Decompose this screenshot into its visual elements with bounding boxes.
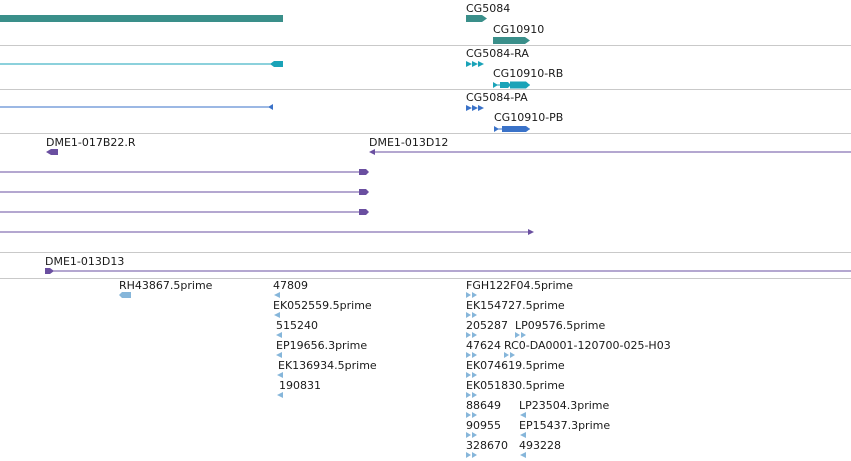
est-feature[interactable]	[520, 432, 526, 438]
est-label: EK052559.5prime	[273, 299, 372, 312]
clone-end-marker	[528, 229, 534, 235]
est-label: 328670	[466, 439, 508, 452]
gene-label-cg5084: CG5084	[466, 2, 510, 15]
track-dividers	[0, 45, 851, 279]
protein-label-cg10910-pb: CG10910-PB	[494, 111, 563, 124]
clone-end-marker	[359, 189, 369, 195]
est-feature[interactable]	[274, 312, 280, 318]
est-feature[interactable]	[466, 372, 477, 378]
est-feature[interactable]	[466, 432, 477, 438]
est-label: LP09576.5prime	[515, 319, 606, 332]
est-feature[interactable]	[466, 392, 477, 398]
clone-end-marker	[359, 169, 369, 175]
clone-end-marker	[359, 209, 369, 215]
clone-feature[interactable]	[46, 149, 58, 155]
est-label: 88649	[466, 399, 501, 412]
est-feature[interactable]	[515, 332, 526, 338]
clone-label-dme1-013d12: DME1-013D12	[369, 136, 448, 149]
transcript-label-cg5084-ra: CG5084-RA	[466, 47, 529, 60]
protein-feature-cg10910-pb[interactable]	[494, 126, 530, 132]
est-label: FGH122F04.5prime	[466, 279, 573, 292]
est-feature[interactable]	[520, 452, 526, 458]
protein-track: CG5084-PA CG10910-PB	[0, 91, 563, 132]
est-feature[interactable]	[466, 312, 477, 318]
protein-label-cg5084-pa: CG5084-PA	[466, 91, 528, 104]
est-label: 90955	[466, 419, 501, 432]
est-feature[interactable]	[466, 332, 477, 338]
gene-feature-cg5084[interactable]	[466, 15, 487, 22]
est-feature[interactable]	[277, 372, 283, 378]
est-label: EP15437.3prime	[519, 419, 610, 432]
clone-label-dme1-017b22r: DME1-017B22.R	[46, 136, 136, 149]
clone-label-dme1-013d13: DME1-013D13	[45, 255, 124, 268]
est-feature[interactable]	[466, 292, 477, 298]
clone-track: DME1-017B22.R DME1-013D12	[0, 136, 851, 235]
est-feature[interactable]	[466, 412, 477, 418]
transcript-track: CG5084-RA CG10910-RB	[0, 47, 563, 89]
protein-feature-cg5084-pa[interactable]	[466, 105, 484, 111]
est-feature[interactable]	[520, 412, 526, 418]
est-feature[interactable]	[466, 352, 477, 358]
transcript-feature-cg10910-rb[interactable]	[493, 81, 530, 89]
est-label: RH43867.5prime	[119, 279, 213, 292]
est-label: RC0-DA0001-120700-025-H03	[504, 339, 671, 352]
est-track: RH43867.5prime 47809 EK052559.5prime 515…	[119, 279, 671, 458]
transcript-label-cg10910-rb: CG10910-RB	[493, 67, 563, 80]
est-feature[interactable]	[119, 292, 131, 298]
est-label: EK074619.5prime	[466, 359, 565, 372]
est-feature[interactable]	[276, 352, 282, 358]
est-feature[interactable]	[276, 332, 282, 338]
gene-feature-cg10910[interactable]	[493, 37, 530, 44]
est-label: LP23504.3prime	[519, 399, 610, 412]
gene-label-cg10910: CG10910	[493, 23, 544, 36]
est-feature[interactable]	[274, 292, 280, 298]
transcript-feature-cg5084-ra[interactable]	[466, 61, 484, 67]
est-label: EK154727.5prime	[466, 299, 565, 312]
est-label: EK051830.5prime	[466, 379, 565, 392]
est-label: 190831	[279, 379, 321, 392]
est-label: 47624	[466, 339, 501, 352]
est-label: EP19656.3prime	[276, 339, 367, 352]
est-label: 515240	[276, 319, 318, 332]
clone-end-marker	[369, 149, 375, 155]
gene-track: CG5084 CG10910	[0, 2, 544, 44]
est-feature[interactable]	[277, 392, 283, 398]
gene-feature[interactable]	[0, 15, 283, 22]
protein-end-marker	[268, 104, 273, 110]
est-label: EK136934.5prime	[278, 359, 377, 372]
est-label: 47809	[273, 279, 308, 292]
est-feature[interactable]	[504, 352, 515, 358]
clone-end-marker	[45, 268, 54, 274]
est-label: 205287	[466, 319, 508, 332]
est-feature[interactable]	[466, 452, 477, 458]
transcript-exon[interactable]	[270, 61, 283, 67]
clone-track-2: DME1-013D13	[45, 255, 851, 274]
est-label: 493228	[519, 439, 561, 452]
